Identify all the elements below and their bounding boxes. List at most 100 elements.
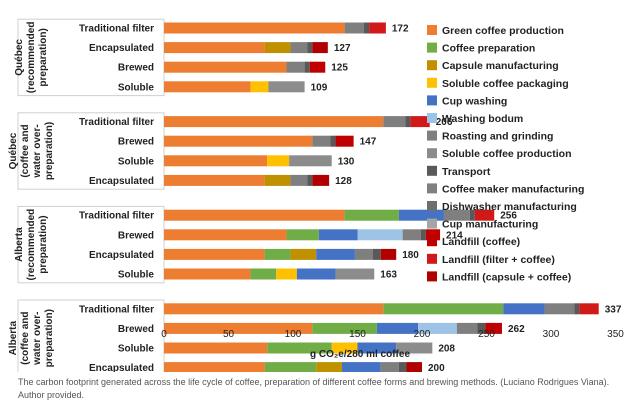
group-frame (17, 299, 165, 372)
bar-segment (164, 42, 265, 54)
x-tick-label: 300 (543, 329, 560, 340)
total-label: 256 (500, 211, 517, 222)
category-label: Traditional filter (79, 24, 154, 35)
legend-swatch (427, 113, 437, 123)
bar-segment (402, 229, 421, 241)
bar-segment (164, 155, 268, 167)
bar-segment (380, 362, 399, 372)
x-tick-label: 350 (607, 329, 624, 340)
group-frame (17, 112, 165, 190)
total-label: 147 (360, 137, 377, 148)
total-label: 262 (508, 324, 525, 335)
bar-segment (264, 362, 317, 372)
bar-segment (410, 116, 430, 128)
x-tick-label: 0 (161, 329, 167, 340)
bar-segment (290, 248, 317, 260)
bar-segment (383, 116, 406, 128)
legend-swatch (427, 42, 437, 53)
total-label: 206 (436, 117, 453, 128)
bar-segment (264, 42, 291, 54)
x-tick-label: 50 (223, 329, 235, 340)
bar-segment (477, 322, 486, 334)
bar-segment (164, 81, 251, 93)
legend-label: Cup washing (442, 95, 507, 107)
bar-segment (312, 42, 328, 54)
legend-label: Soluble coffee packaging (442, 78, 569, 90)
bar-segment (579, 303, 599, 315)
legend-label: Capsule manufacturing (442, 60, 559, 72)
total-label: 163 (380, 270, 397, 281)
category-label: Encapsulated (89, 176, 154, 187)
bar-segment (344, 22, 364, 34)
total-label: 200 (428, 363, 445, 372)
bar-segment (503, 303, 545, 315)
bar-segment (316, 362, 343, 372)
bar-segment (396, 342, 433, 354)
bar-segment (289, 155, 332, 167)
group-frame (17, 18, 165, 97)
bar-segment (406, 362, 422, 372)
bar-segment (290, 42, 308, 54)
bar-segment (164, 362, 265, 372)
bar-segment (331, 342, 358, 354)
total-label: 127 (334, 43, 351, 54)
bar-segment (330, 135, 336, 147)
bar-segment (312, 174, 330, 186)
bar-segment (369, 22, 386, 34)
group-label: Alberta(coffee andwater over-preparation… (8, 309, 55, 367)
bar-segment (312, 135, 331, 147)
bar-segment (264, 174, 291, 186)
bar-segment (318, 229, 358, 241)
legend-swatch (427, 218, 437, 229)
legend-label: Landfill (filter + coffee) (442, 254, 555, 266)
category-label: Soluble (118, 82, 155, 93)
category-label: Encapsulated (89, 363, 154, 372)
bar-segment (164, 303, 384, 315)
total-label: 337 (605, 304, 622, 315)
bar-segment (164, 248, 265, 260)
legend-label: Transport (442, 166, 491, 178)
bar-segment (164, 22, 345, 34)
legend-label: Roasting and grinding (442, 131, 553, 143)
group-frame (17, 205, 165, 284)
bar-segment (574, 303, 580, 315)
bar-segment (267, 342, 332, 354)
bar-segment (164, 135, 313, 147)
bar-segment (344, 209, 399, 221)
bar-segment (418, 322, 457, 334)
bar-segment (250, 268, 277, 280)
bar-segment (420, 229, 426, 241)
legend-label: Cup manufacturing (442, 219, 538, 231)
total-label: 125 (331, 63, 348, 74)
bar-segment (398, 209, 444, 221)
legend-label: Soluble coffee production (442, 148, 572, 160)
bar-segment (312, 322, 377, 334)
x-tick-label: 150 (349, 329, 366, 340)
legend-label: Dishwasher manufacturing (442, 201, 577, 213)
bar-segment (354, 248, 373, 260)
bar-segment (485, 322, 502, 334)
group-label: Québec(coffee andwater over-preparation) (8, 122, 55, 180)
legend-swatch (427, 271, 437, 282)
legend-swatch (427, 77, 437, 88)
category-label: Soluble (118, 270, 155, 281)
legend-label: Coffee maker manufacturing (442, 183, 584, 195)
bar-segment (164, 209, 345, 221)
legend-swatch (427, 95, 437, 106)
bar-segment (398, 362, 407, 372)
legend-swatch (427, 201, 437, 211)
bar-segment (286, 61, 305, 73)
stacked-bars: Traditional filter 172 Encapsulated 127 Brew… (79, 22, 622, 372)
bar-segment (164, 342, 268, 354)
x-tick-label: 250 (478, 329, 495, 340)
bar-segment (342, 362, 381, 372)
legend-swatch (427, 236, 437, 247)
bar-segment (357, 229, 403, 241)
bar-segment (474, 209, 495, 221)
legend-swatch (427, 148, 437, 159)
bar-segment (164, 322, 313, 334)
total-label: 128 (335, 176, 352, 187)
category-label: Brewed (118, 137, 154, 148)
x-axis-title: g CO₂e/280 ml coffee (310, 349, 410, 360)
category-label: Soluble (118, 344, 155, 355)
